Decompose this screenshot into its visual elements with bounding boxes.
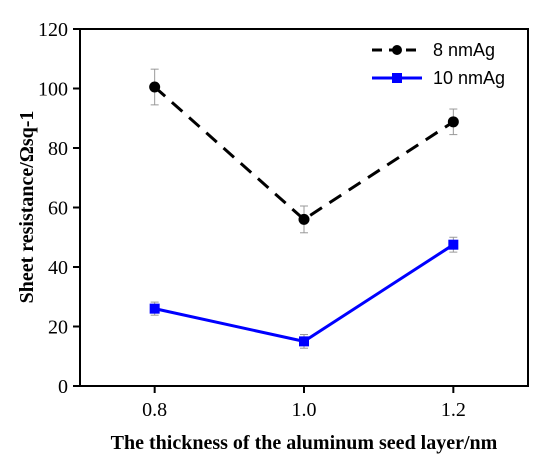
y-tick-label: 80 [48, 138, 68, 160]
y-axis: 0 20 40 60 80 100 120 [38, 19, 80, 398]
legend-item-2: 10 nmAg [372, 68, 505, 88]
series-line [154, 243, 455, 343]
series-line [153, 85, 455, 222]
x-axis: 0.8 1.0 1.2 [142, 386, 466, 421]
data-point [448, 239, 459, 250]
series-1 [149, 68, 459, 234]
legend-label: 8 nmAg [433, 40, 495, 60]
y-tick-label: 0 [58, 376, 68, 398]
x-tick-label: 0.8 [142, 399, 167, 421]
legend-item-1: 8 nmAg [372, 40, 495, 60]
y-tick-label: 120 [38, 19, 68, 41]
y-axis-title: Sheet resistance/Ωsq-1 [16, 111, 38, 304]
legend-marker [392, 73, 402, 83]
data-point [447, 116, 459, 128]
x-tick-label: 1.0 [292, 399, 317, 421]
y-tick-label: 40 [48, 257, 68, 279]
series-layer [149, 68, 459, 349]
series-2 [149, 236, 459, 349]
x-tick-label: 1.2 [441, 399, 466, 421]
data-point [299, 336, 309, 347]
y-tick-label: 100 [38, 79, 68, 101]
data-point [149, 81, 161, 93]
x-axis-title: The thickness of the aluminum seed layer… [111, 432, 498, 454]
legend-label: 10 nmAg [433, 68, 505, 88]
data-point [298, 213, 310, 225]
legend-marker [392, 45, 402, 55]
legend: 8 nmAg 10 nmAg [372, 40, 505, 88]
y-tick-label: 60 [48, 198, 68, 220]
y-tick-label: 20 [48, 317, 68, 339]
data-point [149, 303, 160, 314]
